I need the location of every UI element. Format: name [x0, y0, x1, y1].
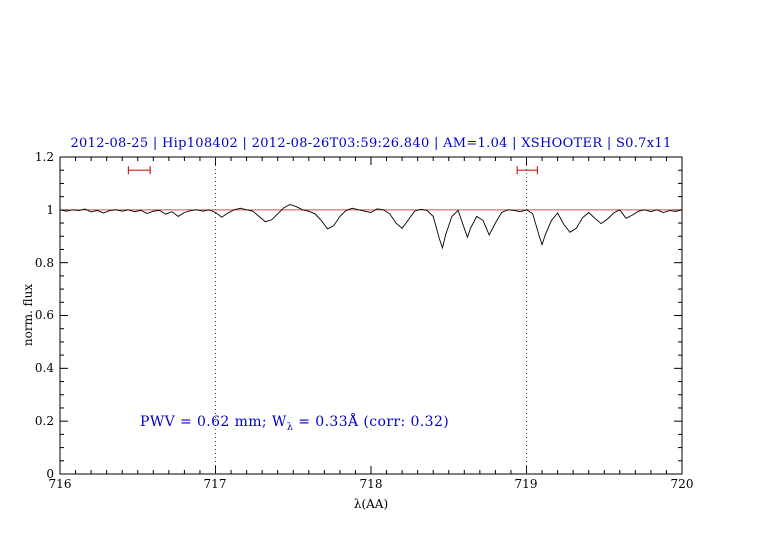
pwv-annotation-subscript: λ: [286, 421, 294, 433]
y-axis-label: norm. flux: [21, 283, 35, 347]
spectrum-line: [59, 204, 683, 250]
x-axis-label: λ(AA): [353, 497, 389, 511]
y-tick-label: 1.2: [34, 150, 54, 164]
plot-title: 2012-08-25 | Hip108402 | 2012-08-26T03:5…: [70, 136, 672, 151]
y-tick-label: 1: [46, 203, 54, 217]
x-tick-label: 719: [514, 477, 538, 491]
y-tick-label: 0.8: [34, 256, 54, 270]
y-tick-label: 0.6: [34, 308, 54, 322]
pwv-annotation-prefix: PWV = 0.62 mm; W: [140, 414, 287, 430]
x-tick-label: 717: [203, 477, 227, 491]
pwv-annotation: PWV = 0.62 mm; Wλ = 0.33Å (corr: 0.32): [140, 414, 449, 433]
y-tick-label: 0: [46, 467, 54, 481]
x-tick-label: 720: [670, 477, 694, 491]
x-tick-label: 718: [359, 477, 383, 491]
x-tick-label: 716: [48, 477, 72, 491]
y-tick-label: 0.4: [34, 361, 54, 375]
y-tick-label: 0.2: [34, 414, 54, 428]
pwv-annotation-suffix: = 0.33Å (corr: 0.32): [293, 414, 450, 430]
